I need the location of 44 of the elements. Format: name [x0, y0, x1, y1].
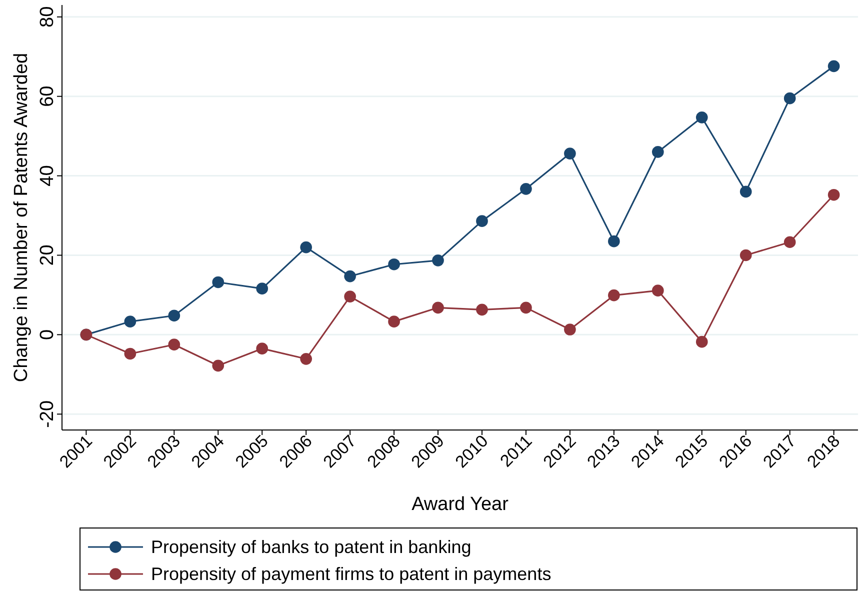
point: [740, 249, 752, 262]
point: [608, 289, 620, 302]
legend-label: Propensity of payment firms to patent in payments: [151, 564, 552, 584]
point: [520, 302, 532, 314]
point: [388, 316, 400, 328]
y-tick-label: -20: [37, 400, 58, 428]
point: [300, 352, 312, 365]
point: [740, 186, 752, 198]
point: [212, 276, 224, 288]
point: [124, 348, 136, 360]
y-tick-label: 0: [37, 329, 58, 340]
point: [388, 258, 400, 270]
y-axis-title: Change in Number of Patents Awarded: [11, 52, 32, 382]
point: [564, 148, 576, 160]
point: [828, 188, 840, 201]
point: [344, 290, 356, 302]
y-tick-label: 40: [37, 165, 58, 186]
legend-label: Propensity of banks to patent in banking: [151, 537, 472, 557]
point: [300, 241, 312, 254]
point: [168, 338, 180, 351]
point: [124, 316, 136, 328]
point: [432, 254, 444, 266]
y-tick-label: 20: [37, 244, 58, 266]
point: [564, 324, 576, 336]
point: [784, 92, 796, 104]
point: [476, 304, 488, 316]
point: [432, 302, 444, 314]
y-tick-label: 60: [37, 86, 58, 107]
point: [256, 342, 268, 354]
y-tick-label: 80: [37, 6, 58, 28]
point: [168, 310, 180, 322]
point: [784, 236, 796, 248]
point: [520, 182, 532, 195]
point: [652, 146, 664, 158]
point: [828, 60, 840, 72]
point: [344, 270, 356, 282]
point: [476, 215, 488, 227]
x-axis-title: Award Year: [412, 494, 510, 515]
point: [212, 360, 224, 372]
point: [696, 112, 708, 124]
point: [256, 282, 268, 295]
point: [652, 284, 664, 296]
point: [608, 235, 620, 248]
point: [696, 336, 708, 348]
